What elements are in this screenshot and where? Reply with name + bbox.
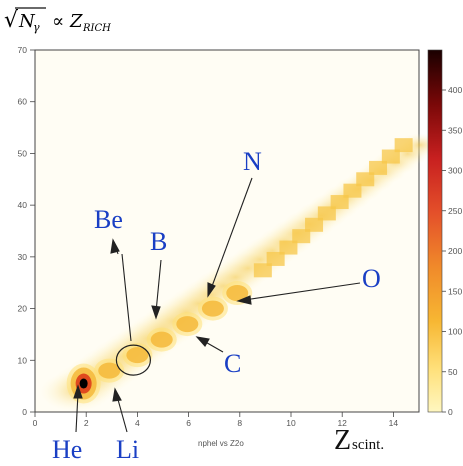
band-cell — [356, 172, 375, 187]
y-tick-label: 30 — [18, 252, 28, 262]
label-he: He — [52, 435, 82, 464]
x-axis-ticks: 0 2 4 6 8 10 12 14 — [33, 412, 399, 428]
x-tick-label: 8 — [237, 418, 242, 428]
color-tick-label: 150 — [448, 286, 462, 296]
label-be: Be — [94, 205, 123, 234]
band-cell — [292, 229, 311, 244]
band-cell — [305, 217, 324, 232]
cluster-li — [94, 358, 125, 383]
x-tick-label: 4 — [135, 418, 140, 428]
color-scale-ticks: 0 50 100 150 200 250 300 350 400 — [442, 85, 462, 417]
color-tick-label: 50 — [448, 367, 458, 377]
y-axis-formula: √ N γ ∝ Z RICH — [4, 7, 111, 34]
y-tick-label: 10 — [18, 355, 28, 365]
y-tick-label: 20 — [18, 304, 28, 314]
arrow-li — [116, 395, 128, 433]
color-tick-label: 100 — [448, 327, 462, 337]
color-tick-label: 200 — [448, 246, 462, 256]
y-tick-label: 50 — [18, 148, 28, 158]
arrow-o — [243, 282, 361, 301]
arrow-he — [75, 392, 79, 433]
arrow-n-head — [207, 282, 216, 298]
histogram-name: nphel vs Z2o — [198, 439, 244, 448]
band-cell — [369, 160, 388, 175]
band-cell — [330, 195, 349, 210]
label-li: Li — [116, 435, 139, 464]
formula-sub: RICH — [82, 23, 111, 34]
arrow-b — [155, 259, 162, 313]
arrow-li-head — [112, 387, 122, 402]
arrow-c-head — [195, 336, 210, 347]
y-axis-ticks: 0 10 20 30 40 50 60 70 — [18, 45, 35, 417]
sqrt-sign: √ — [4, 8, 19, 33]
band-cell — [394, 138, 413, 153]
formula-gamma: γ — [33, 21, 40, 34]
x-tick-label: 14 — [389, 418, 399, 428]
band-cell — [317, 206, 336, 221]
color-tick-label: 400 — [448, 85, 462, 95]
color-tick-label: 300 — [448, 166, 462, 176]
arrow-he-head — [73, 384, 83, 399]
formula-prop: ∝ — [52, 11, 64, 32]
arrow-be — [121, 253, 132, 342]
annotation-arrows — [73, 177, 361, 433]
y-tick-label: 70 — [18, 45, 28, 55]
band-cell — [266, 251, 285, 266]
color-tick-label: 0 — [448, 407, 453, 417]
band-cell — [253, 263, 272, 278]
cluster-c — [172, 312, 203, 337]
y-tick-label: 0 — [22, 407, 27, 417]
cluster-body — [98, 362, 121, 379]
arrow-o-head — [236, 295, 252, 305]
cluster-b — [146, 327, 177, 352]
arrow-be-head — [110, 238, 120, 254]
be-cluster-circle — [115, 344, 151, 376]
x-tick-label: 10 — [286, 418, 296, 428]
band-cell — [381, 149, 400, 164]
cluster-body — [201, 300, 224, 317]
cluster-n — [197, 296, 228, 321]
band-cell — [279, 240, 298, 255]
cluster-peak — [79, 378, 88, 389]
color-tick-label: 350 — [448, 125, 462, 135]
y-tick-label: 60 — [18, 97, 28, 107]
cluster-body — [176, 316, 199, 333]
color-scale-bar — [427, 49, 443, 413]
formula-n: N — [18, 11, 36, 32]
label-b: B — [150, 227, 167, 256]
x-axis-title-sub: scint. — [352, 437, 384, 453]
cluster-body — [126, 347, 149, 364]
x-tick-label: 6 — [186, 418, 191, 428]
color-tick-label: 250 — [448, 206, 462, 216]
cluster-body — [150, 331, 173, 348]
label-o: O — [362, 264, 381, 293]
formula-z: Z — [69, 11, 83, 32]
x-tick-label: 0 — [33, 418, 38, 428]
arrow-b-head — [151, 305, 161, 320]
x-tick-label: 12 — [337, 418, 347, 428]
label-n: N — [243, 147, 262, 176]
label-c: C — [224, 349, 241, 378]
y-tick-label: 40 — [18, 200, 28, 210]
x-axis-title: Z — [334, 425, 351, 456]
arrow-n — [210, 177, 253, 290]
x-tick-label: 2 — [84, 418, 89, 428]
cluster-body — [226, 285, 249, 302]
heatmap-cells — [66, 138, 413, 404]
band-cell — [343, 183, 362, 198]
